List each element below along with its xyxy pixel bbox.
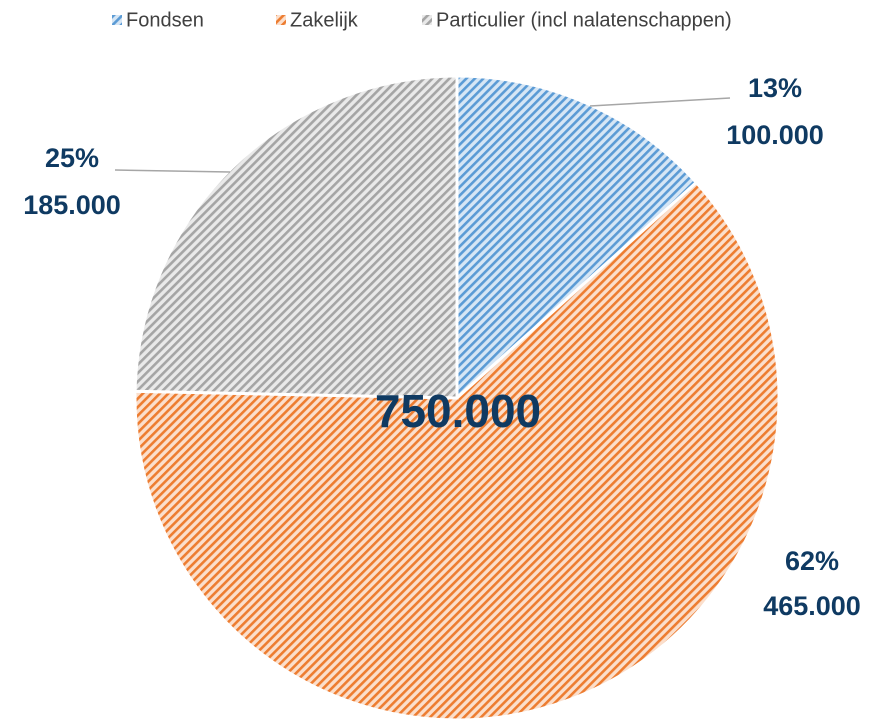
value-label: 185.000 xyxy=(23,190,121,220)
pie-slice xyxy=(133,180,781,719)
center-label: 750.000 xyxy=(375,385,541,437)
legend-label: Zakelijk xyxy=(290,9,359,31)
legend-label: Fondsen xyxy=(126,9,204,31)
legend-swatch xyxy=(422,15,432,25)
leader-line xyxy=(589,97,731,107)
pie-slice xyxy=(133,74,459,400)
percent-label: 13% xyxy=(748,73,802,103)
value-label: 100.000 xyxy=(726,120,824,150)
value-label: 465.000 xyxy=(763,591,861,621)
percent-label: 62% xyxy=(785,546,839,576)
legend-swatch xyxy=(276,15,286,25)
leader-line xyxy=(114,169,231,173)
percent-label: 25% xyxy=(45,143,99,173)
legend-swatch xyxy=(112,15,122,25)
legend-label: Particulier (incl nalatenschappen) xyxy=(436,9,732,31)
pie-slice xyxy=(455,74,699,402)
